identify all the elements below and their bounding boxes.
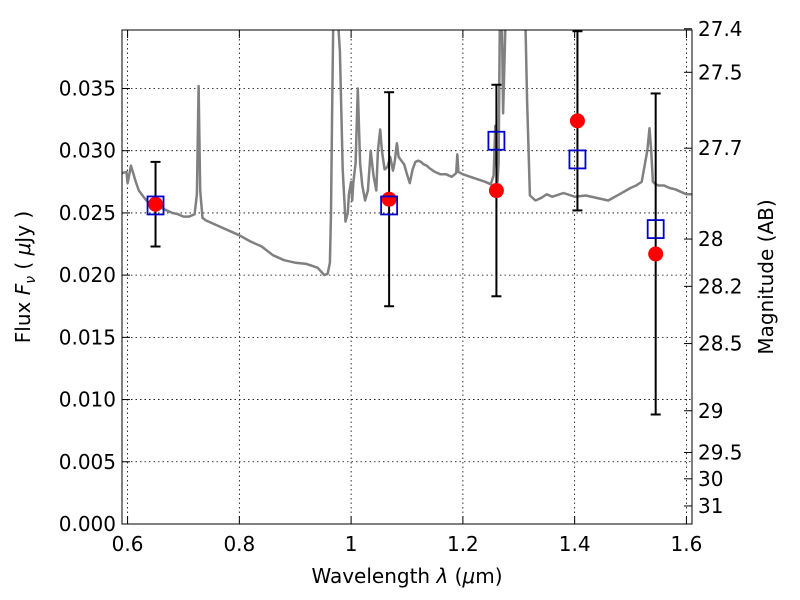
x-tick-label: 1.4: [559, 532, 591, 556]
x-tick-label: 0.6: [112, 532, 144, 556]
observed-point: [488, 183, 504, 199]
observed-point: [569, 113, 585, 129]
y2-tick-label: 27.7: [698, 136, 743, 160]
y2-tick-label: 27.4: [698, 17, 743, 41]
y-tick-label: 0.025: [59, 201, 116, 225]
plot-frame: [121, 29, 693, 525]
y2-tick-label: 27.5: [698, 60, 743, 84]
y2-tick-label: 28.2: [698, 274, 743, 298]
x-tick-label: 1.2: [447, 532, 479, 556]
axis-ticks: 0.6 0.8 1 1.2 1.4 1.6 0.000 0.005 0.010 0.015 0.02…: [59, 17, 743, 556]
y-tick-label: 0.000: [59, 512, 116, 536]
x-axis-label: Wavelength λ (μm): [311, 564, 502, 588]
grid-lines: [122, 30, 692, 524]
y2-tick-label: 29.5: [698, 440, 743, 464]
y-tick-label: 0.005: [59, 450, 116, 474]
observed-point: [148, 196, 164, 212]
y-tick-label: 0.020: [59, 263, 116, 287]
y-tick-label: 0.015: [59, 325, 116, 349]
y-axis-label: Flux Fν ( μJy ): [11, 211, 39, 343]
observed-point: [381, 191, 397, 207]
spectrum-line: [122, 30, 692, 277]
model-point: [487, 130, 506, 151]
y2-tick-label: 30: [698, 467, 723, 491]
y-tick-label: 0.010: [59, 388, 116, 412]
x-tick-label: 0.8: [223, 532, 255, 556]
y2-tick-label: 29: [698, 399, 723, 423]
x-tick-label: 1: [345, 532, 358, 556]
y-tick-label: 0.030: [59, 139, 116, 163]
x-tick-label: 1.6: [671, 532, 703, 556]
y2-tick-label: 31: [698, 494, 723, 518]
model-point: [380, 195, 399, 216]
y2-tick-label: 28.5: [698, 332, 743, 356]
observed-point: [648, 246, 664, 262]
spectrum-line-layer: [122, 30, 692, 277]
y2-axis-label: Magnitude (AB): [754, 199, 778, 354]
y-tick-label: 0.035: [59, 76, 116, 100]
model-points: [146, 130, 665, 239]
observed-points: [148, 113, 664, 262]
model-point: [646, 219, 665, 239]
y2-tick-label: 28: [698, 227, 723, 251]
model-point: [146, 195, 165, 216]
model-point: [568, 149, 587, 170]
